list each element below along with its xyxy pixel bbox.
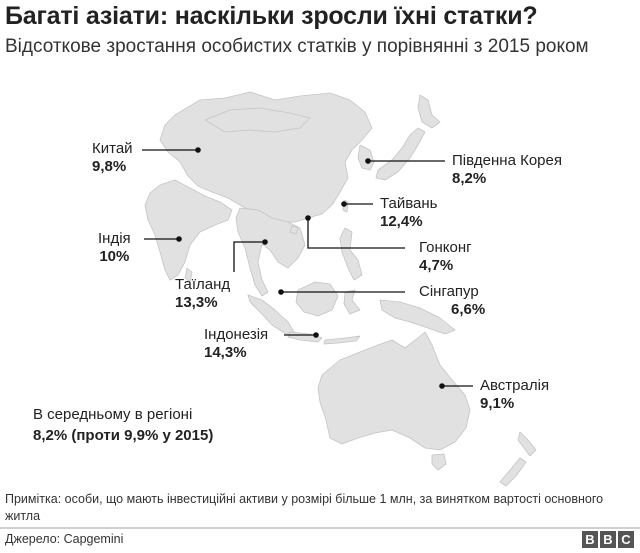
bbc-logo-letter: C <box>618 531 634 548</box>
label-taiwan: Тайвань 12,4% <box>380 195 437 231</box>
label-taiwan-name: Тайвань <box>380 195 438 212</box>
label-australia-name: Австралія <box>480 377 550 394</box>
label-korea-value: 8,2% <box>452 170 487 187</box>
bbc-logo: B B C <box>582 531 634 548</box>
label-thailand-value: 13,3% <box>175 294 218 311</box>
label-indonesia-name: Індонезія <box>204 326 269 343</box>
label-korea-name: Південна Корея <box>452 152 562 169</box>
borneo-landmass <box>295 281 339 317</box>
indochina-landmass <box>235 207 306 297</box>
new-guinea-landmass <box>379 299 456 335</box>
label-thailand-name: Таїланд <box>175 276 231 293</box>
label-singapore: Сінгапур 6,6% <box>419 283 485 319</box>
leader-hongkong <box>307 218 405 249</box>
dot-thailand <box>262 239 268 245</box>
label-indonesia: Індонезія 14,3% <box>204 326 268 362</box>
footnote: Примітка: особи, що мають інвестиційні а… <box>5 492 604 523</box>
label-india-value: 10% <box>99 248 130 265</box>
leader-thailand <box>233 241 265 272</box>
dot-china <box>195 147 201 153</box>
label-korea: Південна Корея 8,2% <box>452 152 562 188</box>
label-singapore-value: 6,6% <box>451 301 486 318</box>
regional-average-value: 8,2% (проти 9,9% у 2015) <box>33 427 214 444</box>
label-singapore-name: Сінгапур <box>419 283 479 300</box>
dot-singapore <box>278 289 284 295</box>
dot-indonesia <box>313 332 319 338</box>
label-china-value: 9,8% <box>92 158 127 175</box>
dot-india <box>176 236 182 242</box>
dot-korea <box>365 158 371 164</box>
dot-taiwan <box>341 201 347 207</box>
label-india-name: Індія <box>98 230 131 247</box>
regional-average-label: В середньому в регіоні <box>33 406 193 423</box>
australia-landmass <box>317 331 471 451</box>
label-australia: Австралія 9,1% <box>480 377 549 413</box>
philippines-landmass <box>339 227 363 281</box>
new-zealand-landmass <box>517 431 537 457</box>
page-title: Багаті азіати: наскільки зросли їхні ста… <box>5 2 538 30</box>
label-india: Індія 10% <box>98 230 131 266</box>
dot-australia <box>439 383 445 389</box>
label-thailand: Таїланд 13,3% <box>175 276 230 312</box>
footer-divider <box>0 527 640 529</box>
japan-landmass <box>375 127 426 181</box>
label-taiwan-value: 12,4% <box>380 213 423 230</box>
label-hongkong-name: Гонконг <box>419 239 472 256</box>
dot-hongkong <box>305 215 311 221</box>
bbc-logo-letter: B <box>600 531 616 548</box>
india-landmass <box>144 179 233 281</box>
label-hongkong-value: 4,7% <box>419 257 454 274</box>
label-australia-value: 9,1% <box>480 395 515 412</box>
label-china-name: Китай <box>92 140 133 157</box>
label-hongkong: Гонконг 4,7% <box>419 239 472 275</box>
label-china: Китай 9,8% <box>92 140 133 176</box>
source-credit: Джерело: Capgemini <box>5 532 124 546</box>
bbc-logo-letter: B <box>582 531 598 548</box>
korea-landmass <box>357 144 375 171</box>
page-subtitle: Відсоткове зростання особистих статків у… <box>5 36 589 57</box>
label-indonesia-value: 14,3% <box>204 344 247 361</box>
regional-average: В середньому в регіоні 8,2% (проти 9,9% … <box>33 404 213 446</box>
